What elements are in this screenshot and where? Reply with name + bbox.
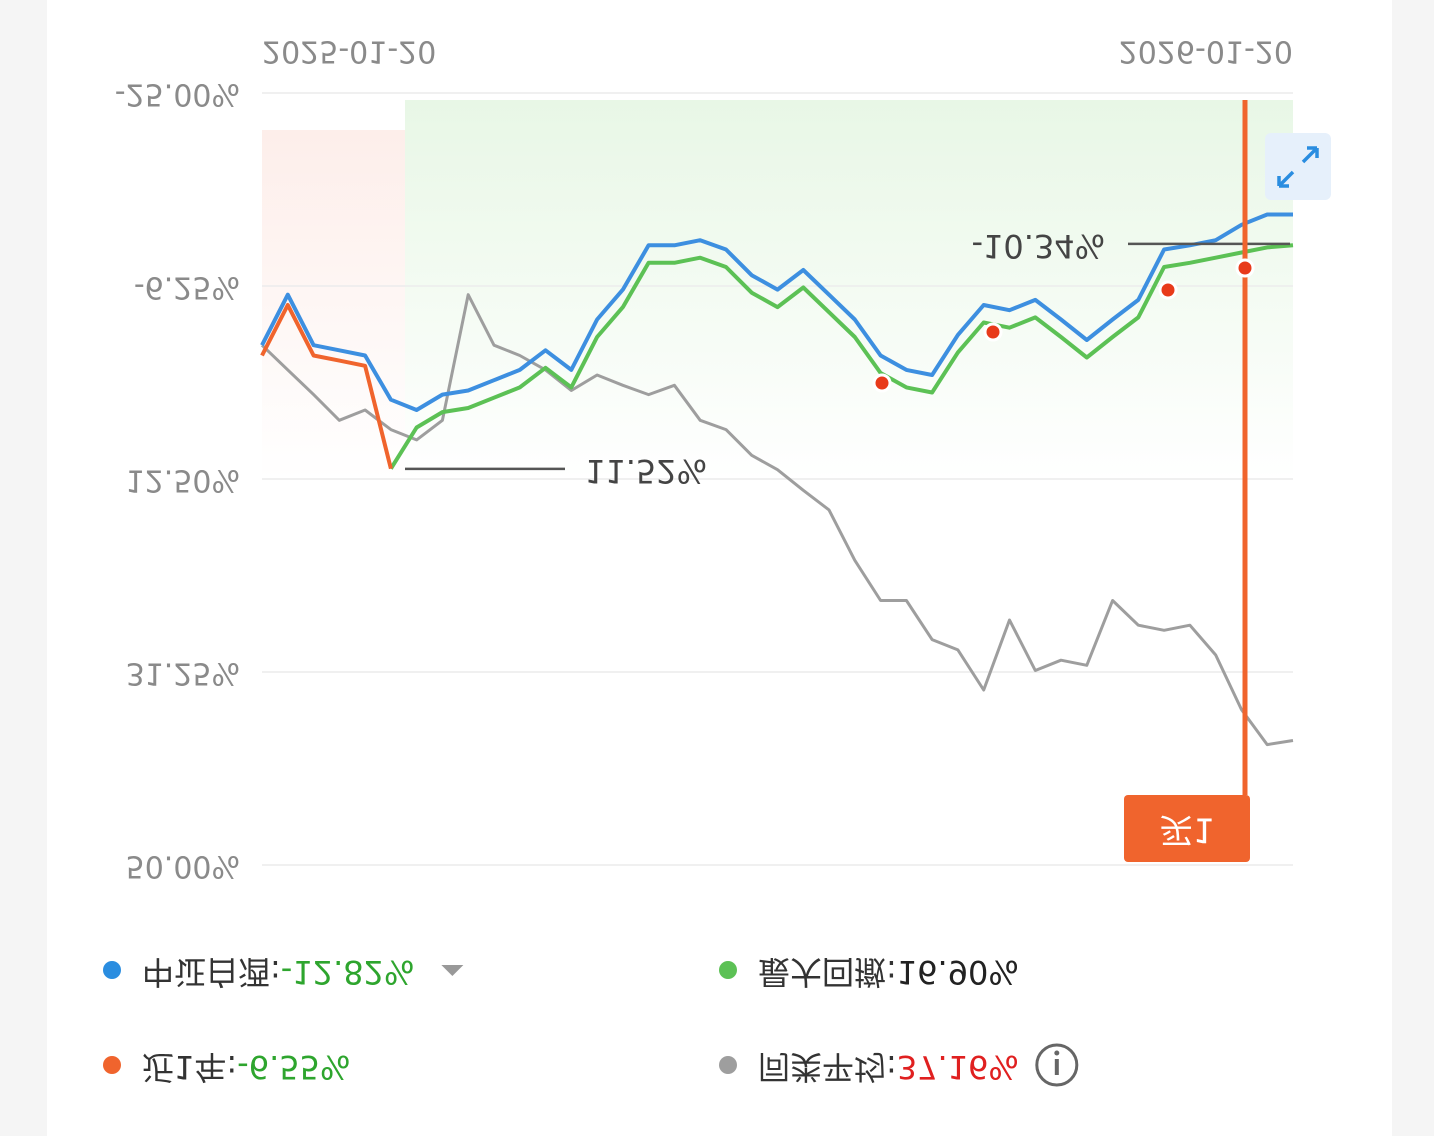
legend-dot bbox=[103, 1056, 121, 1074]
marker-badge bbox=[1124, 795, 1250, 862]
y-tick-label: 50.00% bbox=[126, 849, 240, 884]
trade-dot bbox=[1158, 280, 1178, 300]
series-line bbox=[389, 243, 1294, 470]
legend-label: 最大回撤: bbox=[758, 953, 897, 991]
series-line bbox=[260, 212, 1293, 412]
collapse-arrow bbox=[441, 965, 464, 976]
x-tick-label: 2026-01-20 bbox=[1119, 34, 1293, 69]
legend-value: -6.55% bbox=[237, 1048, 350, 1086]
legend-value: 37.16% bbox=[897, 1048, 1019, 1086]
y-tick-label: 12.50% bbox=[126, 463, 240, 498]
x-tick-label: 2025-01-20 bbox=[262, 34, 436, 69]
legend-value: -12.82% bbox=[281, 953, 415, 991]
annotation-label: 11.52% bbox=[585, 452, 707, 490]
legend-label: 中证白酒: bbox=[142, 953, 281, 991]
series-line bbox=[260, 293, 1294, 747]
legend-dot bbox=[719, 1056, 737, 1074]
legend-label: 同类平均: bbox=[758, 1048, 897, 1086]
legend-dot bbox=[719, 961, 737, 979]
info-icon bbox=[1035, 1043, 1079, 1087]
marker-label: 买1 bbox=[1159, 810, 1215, 850]
info-icon bbox=[1054, 1050, 1060, 1056]
legend-dot bbox=[103, 961, 121, 979]
legend-value: 16.90% bbox=[897, 953, 1019, 991]
trade-dot bbox=[872, 373, 892, 393]
y-tick-label: -6.25% bbox=[134, 270, 240, 305]
expand-button[interactable] bbox=[1265, 133, 1331, 200]
y-tick-label: 31.25% bbox=[126, 656, 240, 691]
annotation-label: -10.34% bbox=[971, 227, 1105, 265]
flipped-view: 50.00% 31.25% 12.50% -6.25% -25.00% 2025-01-2… bbox=[47, 0, 1392, 1136]
trade-dot bbox=[1235, 258, 1255, 278]
y-tick-label: -25.00% bbox=[115, 77, 240, 112]
trade-dot bbox=[983, 322, 1003, 342]
legend-label: 近1年: bbox=[142, 1048, 237, 1086]
